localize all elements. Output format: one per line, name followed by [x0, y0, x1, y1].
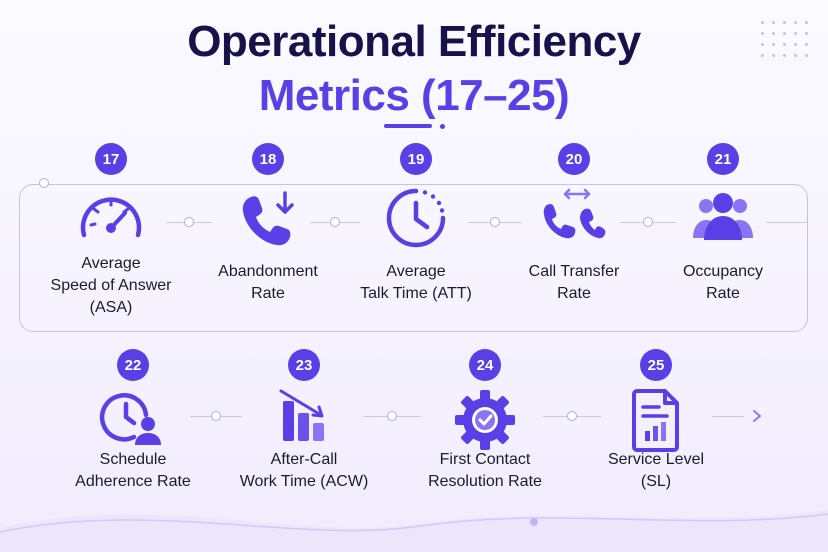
decorative-dot: [772, 32, 775, 35]
decorative-wave: [0, 510, 828, 552]
page-subtitle: Metrics (17–25): [258, 71, 570, 120]
report-document-icon: [632, 389, 679, 452]
flow-start-dot: [39, 178, 49, 188]
people-group-icon: [693, 193, 753, 240]
flow-connector: [468, 217, 522, 227]
decorative-dot: [805, 54, 808, 57]
metric-number-badge: 25: [640, 349, 672, 381]
metric-number-badge: 24: [469, 349, 501, 381]
flow-connector: [712, 411, 744, 421]
title-underline-dot: [440, 124, 445, 129]
decorative-dot: [805, 21, 808, 24]
decorative-dot: [805, 32, 808, 35]
flow-connector: [190, 411, 242, 421]
decorative-dot: [805, 43, 808, 46]
metric-number-badge: 17: [95, 143, 127, 175]
decorative-dot: [761, 43, 764, 46]
decorative-dot: [794, 43, 797, 46]
decorative-dot: [783, 21, 786, 24]
flow-connector: [166, 217, 212, 227]
metric-number-badge: 22: [117, 349, 149, 381]
flow-connector: [543, 411, 601, 421]
metric-number-badge: 20: [558, 143, 590, 175]
metric-label: Occupancy Rate: [682, 263, 764, 302]
bar-chart-down-icon: [279, 389, 324, 441]
metric-label: Abandonment Rate: [218, 263, 318, 302]
decorative-dot: [794, 54, 797, 57]
title-underline: [384, 124, 432, 128]
metric-label: After-Call Work Time (ACW): [239, 451, 369, 490]
flow-connector: [363, 411, 421, 421]
metric-label: Average Talk Time (ATT): [360, 263, 472, 302]
metric-label: Call Transfer Rate: [528, 263, 620, 302]
decorative-dot: [794, 32, 797, 35]
flow-connector-tail: [766, 217, 808, 227]
metric-number-badge: 23: [288, 349, 320, 381]
decorative-dot: [761, 21, 764, 24]
clock-icon: [386, 188, 446, 248]
row1-connector-frame: [19, 184, 808, 332]
decorative-dot: [772, 54, 775, 57]
decorative-dot: [761, 54, 764, 57]
decorative-dot: [761, 32, 764, 35]
phone-transfer-icon: [543, 188, 606, 239]
flow-connector: [620, 217, 676, 227]
phone-down-icon: [242, 191, 294, 246]
metric-label: First Contact Resolution Rate: [428, 451, 542, 490]
decorative-dot: [772, 21, 775, 24]
metric-label: Service Level (SL): [607, 451, 705, 490]
gear-check-icon: [455, 390, 515, 450]
flow-connector: [310, 217, 360, 227]
decorative-dot: [772, 43, 775, 46]
metric-number-badge: 18: [252, 143, 284, 175]
metric-number-badge: 21: [707, 143, 739, 175]
decorative-dot: [783, 43, 786, 46]
page-title: Operational Efficiency: [187, 17, 641, 66]
flow-end-arrow-icon: [753, 410, 761, 422]
clock-user-icon: [99, 393, 161, 445]
metric-number-badge: 19: [400, 143, 432, 175]
decorative-dot: [783, 32, 786, 35]
decorative-dot: [794, 21, 797, 24]
decorative-dot: [783, 54, 786, 57]
metric-label: Schedule Adherence Rate: [75, 451, 191, 490]
speedometer-icon: [80, 197, 142, 238]
metric-label: Average Speed of Answer (ASA): [50, 255, 172, 316]
